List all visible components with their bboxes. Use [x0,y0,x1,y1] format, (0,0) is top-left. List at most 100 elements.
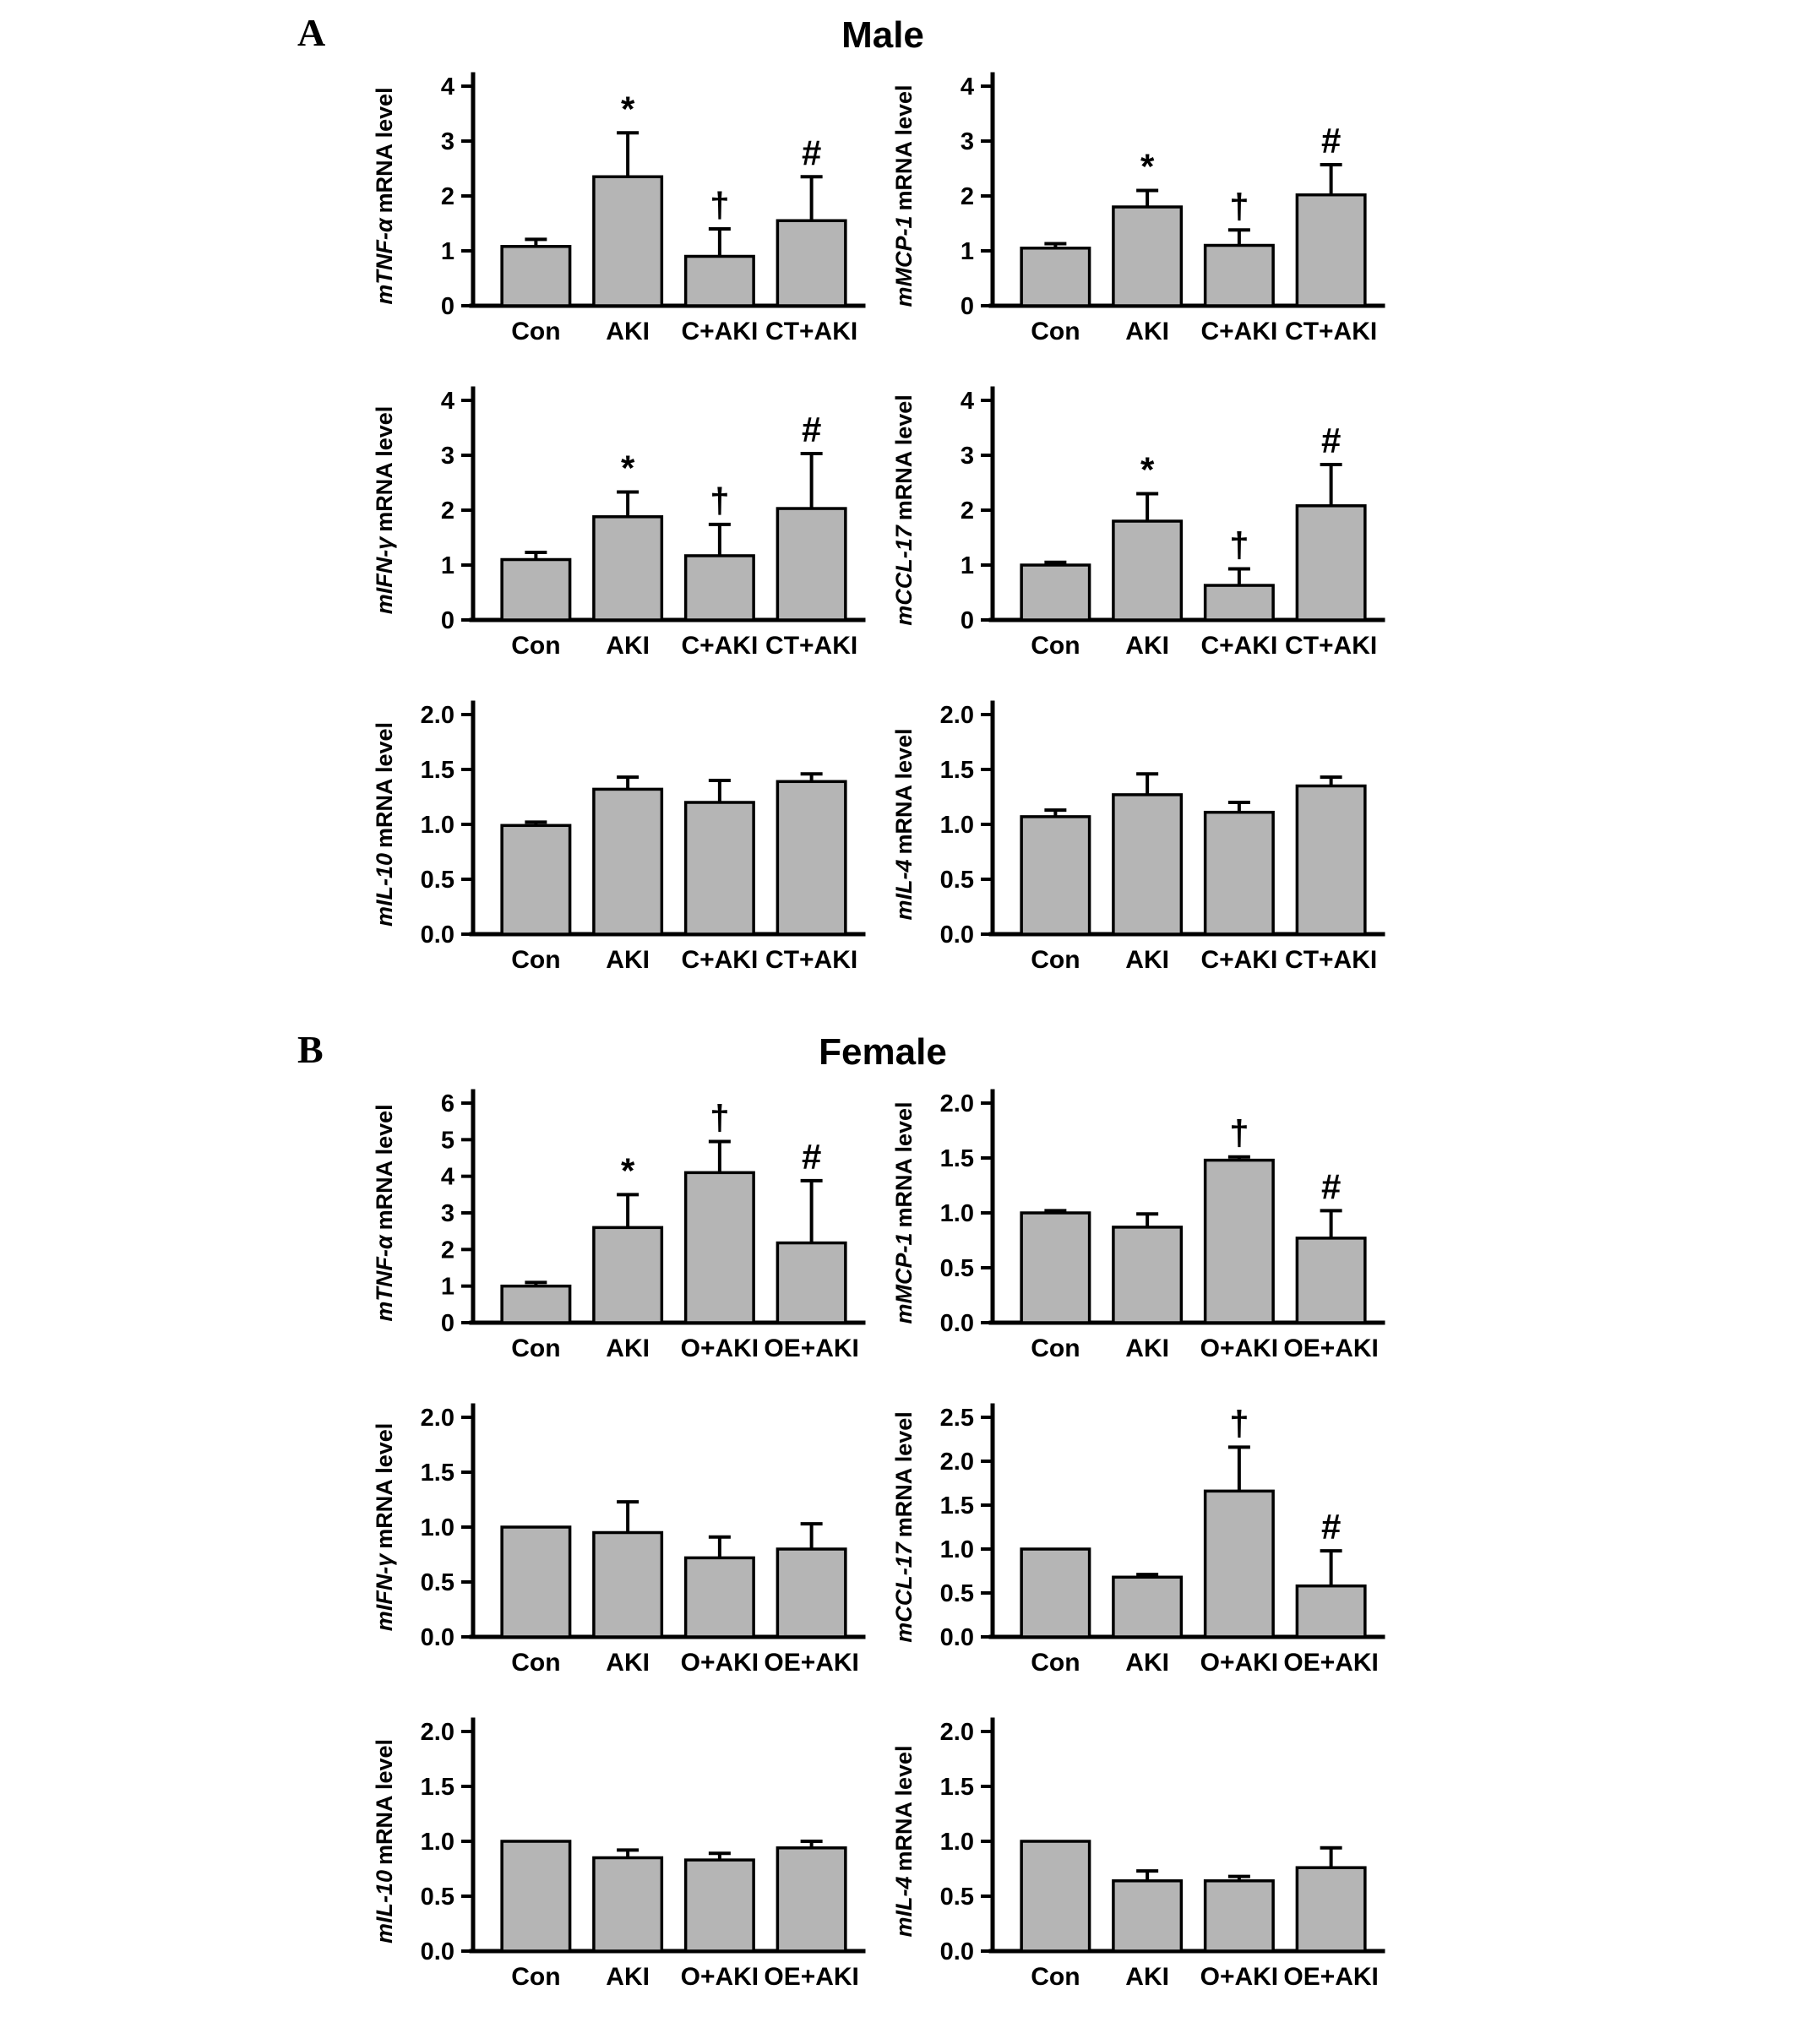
y-axis-title: mIL-4mRNA level [891,728,917,920]
sig-marker-O+AKI: † [1229,1113,1249,1153]
chart-ccl17-male: 0 1 2 3 4 Con * AKI † C+AKI # CT+AKI mCCL-17mRNA lev… [883,378,1402,693]
panel-male-charts: 0 1 2 3 4 Con * AKI † C+AKI # CT+AKI mTNF-αmRNA leve… [363,64,1402,1007]
y-axis-title: mIL-10mRNA level [372,1739,397,1943]
y-tick-label: 1.0 [940,812,974,839]
x-category-label: AKI [606,1649,650,1677]
panel-female-charts: 0 1 2 3 4 5 6 Con * AKI † O+AKI # OE+AKI mTNF-αmRNA le… [363,1081,1402,2024]
x-category-label: AKI [606,318,650,345]
x-category-label: CT+AKI [1285,946,1377,974]
y-tick-label: 0.0 [940,1310,974,1337]
bar-C+AKI [683,254,755,307]
bar-OE+AKI [776,1547,847,1639]
bar-Con [1020,563,1091,622]
y-tick-label: 1.5 [421,1774,454,1801]
x-category-label: AKI [606,1963,650,1991]
y-tick-label: 6 [441,1090,454,1117]
sig-marker-CT+AKI: # [1321,421,1341,460]
bar-O+AKI [1203,1489,1275,1639]
y-axis-title: mIL-10mRNA level [372,722,397,927]
y-axis-title: mTNF-αmRNA level [372,87,397,304]
sig-marker-CT+AKI: # [802,410,821,449]
x-category-label: OE+AKI [1283,1335,1379,1362]
bar-Con [500,1284,572,1324]
bar-Con [500,245,572,307]
y-tick-label: 0.0 [940,921,974,949]
bar-AKI [1112,519,1184,622]
x-category-label: CT+AKI [765,318,857,345]
y-axis-title: mTNF-αmRNA level [372,1104,397,1321]
bar-C+AKI [683,554,755,622]
sig-marker-OE+AKI: # [1321,1507,1341,1547]
chart-svg-tnfa-male: 0 1 2 3 4 Con * AKI † C+AKI # CT+AKI mTNF-αmRNA leve… [372,72,866,345]
y-tick-label: 1.5 [940,1492,974,1519]
x-category-label: O+AKI [1200,1335,1279,1362]
y-tick-label: 1 [441,238,454,265]
bar-AKI [1112,1226,1184,1324]
y-tick-label: 2 [441,497,454,525]
chart-svg-mcp1-male: 0 1 2 3 4 Con * AKI † C+AKI # CT+AKI mMCP-1mRNA leve… [891,72,1385,345]
x-category-label: AKI [1125,632,1169,660]
x-category-label: Con [1031,946,1080,974]
x-category-label: O+AKI [681,1649,759,1677]
y-axis-title-group: mMCP-1mRNA level [891,84,917,307]
panel-female: B Female 0 1 2 3 4 5 6 Con * AKI † O+AKI # OE+AKI mTNF… [297,1029,1402,2024]
chart-svg-il10-male: 0.0 0.5 1.0 1.5 2.0 Con AKI C+AKI CT+AKI mIL-10mR… [372,700,866,974]
y-tick-label: 0.5 [940,1580,974,1607]
sig-marker-C+AKI: † [710,185,729,225]
sig-marker-AKI: * [1140,147,1155,187]
y-tick-label: 0.0 [421,1938,454,1965]
y-tick-label: 1.0 [421,1514,454,1541]
x-category-label: AKI [1125,1649,1169,1677]
x-category-label: OE+AKI [764,1335,859,1362]
sig-marker-OE+AKI: # [802,1137,821,1177]
y-tick-label: 0.5 [421,1569,454,1596]
x-category-label: C+AKI [681,318,758,345]
y-tick-label: 1.0 [940,1829,974,1856]
bar-Con [1020,1547,1091,1639]
bar-CT+AKI [1295,193,1367,307]
chart-svg-il10-female: 0.0 0.5 1.0 1.5 2.0 Con AKI O+AKI OE+AKI mIL-10mR… [372,1717,866,1991]
bar-Con [500,557,572,622]
x-category-label: AKI [1125,318,1169,345]
x-category-label: AKI [1125,946,1169,974]
chart-svg-ccl17-male: 0 1 2 3 4 Con * AKI † C+AKI # CT+AKI mCCL-17mRNA lev… [891,386,1385,660]
x-category-label: OE+AKI [764,1963,859,1991]
y-tick-label: 4 [961,388,974,415]
bar-OE+AKI [776,1846,847,1953]
x-category-label: O+AKI [681,1963,759,1991]
bar-C+AKI [1203,584,1275,622]
bar-O+AKI [1203,1158,1275,1324]
x-category-label: OE+AKI [1283,1963,1379,1991]
chart-ifng-female: 0.0 0.5 1.0 1.5 2.0 Con AKI O+AKI OE+AKI mIFN-γmR… [363,1395,883,1710]
y-tick-label: 0.0 [940,1624,974,1651]
x-category-label: C+AKI [1200,946,1277,974]
y-tick-label: 1.5 [940,757,974,784]
y-tick-label: 1.0 [940,1200,974,1227]
chart-svg-il4-male: 0.0 0.5 1.0 1.5 2.0 Con AKI C+AKI CT+AKI mIL-4mRN… [891,700,1385,974]
sig-marker-C+AKI: † [710,481,729,520]
y-tick-label: 0 [961,293,974,320]
bar-AKI [592,175,664,307]
y-axis-title: mIFN-γmRNA level [372,1423,397,1632]
y-tick-label: 5 [441,1127,454,1154]
y-tick-label: 0 [961,607,974,634]
chart-mcp1-female: 0.0 0.5 1.0 1.5 2.0 Con AKI † O+AKI # OE+AKI mMCP-1… [883,1081,1402,1395]
bar-AKI [592,1226,664,1324]
chart-svg-mcp1-female: 0.0 0.5 1.0 1.5 2.0 Con AKI † O+AKI # OE+AKI mMCP-1… [891,1089,1385,1362]
x-category-label: AKI [606,946,650,974]
y-tick-label: 0 [441,607,454,634]
x-category-label: OE+AKI [1283,1649,1379,1677]
x-category-label: CT+AKI [765,632,857,660]
bar-OE+AKI [1295,1584,1367,1639]
bar-O+AKI [683,1858,755,1953]
sig-marker-C+AKI: † [1229,525,1249,565]
y-tick-label: 4 [961,73,974,101]
y-tick-label: 3 [441,1200,454,1227]
y-tick-label: 0.5 [940,1884,974,1911]
bar-C+AKI [683,801,755,936]
y-tick-label: 0.5 [940,1255,974,1282]
x-category-label: O+AKI [1200,1649,1279,1677]
x-category-label: Con [511,1963,560,1991]
x-category-label: O+AKI [681,1335,759,1362]
y-tick-label: 2 [441,1237,454,1264]
